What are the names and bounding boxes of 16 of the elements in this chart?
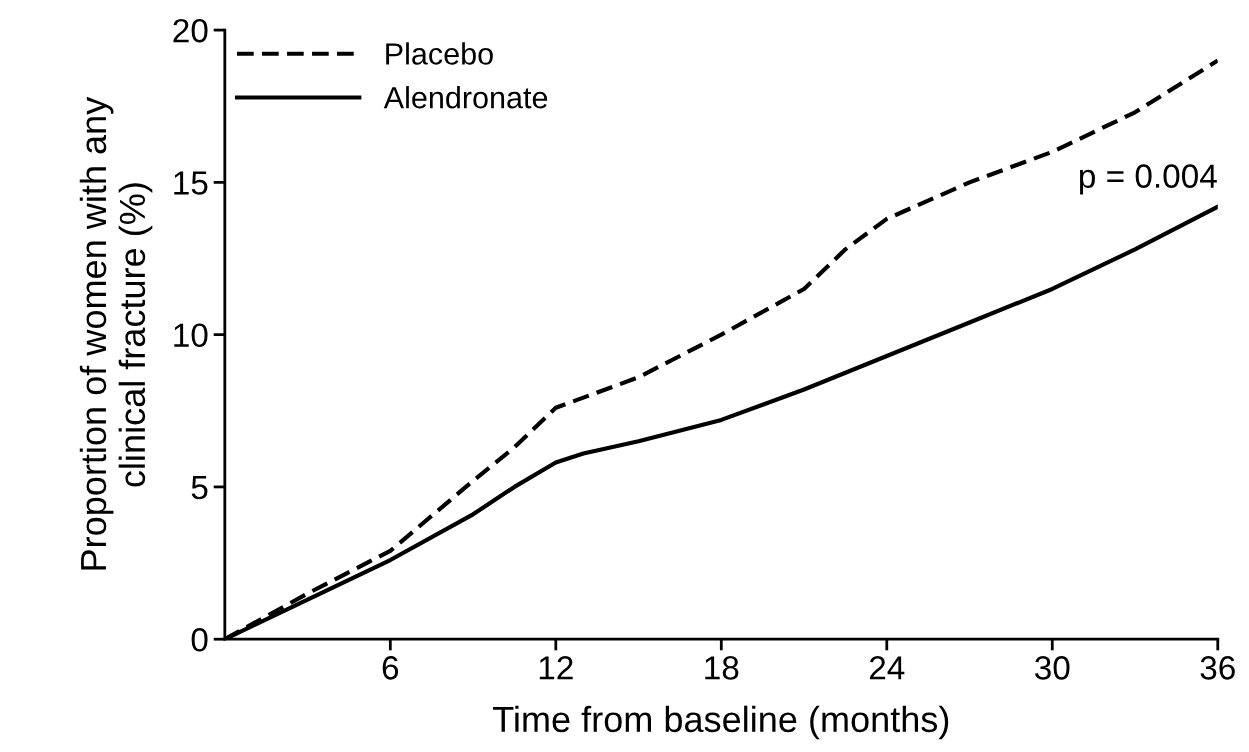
x-tick-label: 30 <box>1035 656 1070 680</box>
legend-label: Placebo <box>386 42 493 65</box>
x-axis-title: Time from baseline (months) <box>493 705 949 740</box>
y-axis-title: Proportion of women with any clinical fracture (%) <box>79 96 153 570</box>
y-tick-label: 20 <box>173 18 208 43</box>
y-tick-label: 0 <box>191 628 208 652</box>
legend-label: Alendronate <box>383 86 548 109</box>
y-tick-label: 10 <box>174 323 208 348</box>
x-tick-label: 6 <box>382 656 399 680</box>
y-tick-label: 5 <box>191 476 208 500</box>
x-tick-label: 18 <box>705 656 739 680</box>
x-tick-label: 36 <box>1200 656 1235 680</box>
x-tick-label: 24 <box>869 656 905 680</box>
y-tick-label: 15 <box>174 171 208 195</box>
annotation: p = 0.004 <box>1079 164 1217 195</box>
x-tick-label: 12 <box>539 656 573 680</box>
